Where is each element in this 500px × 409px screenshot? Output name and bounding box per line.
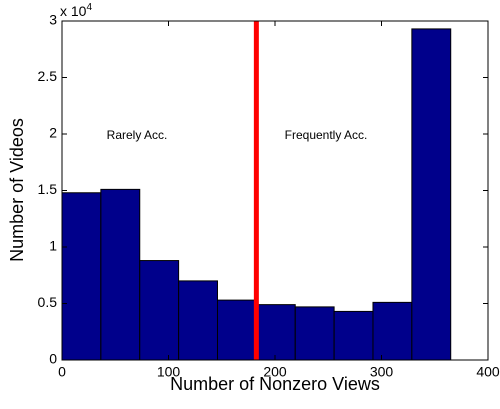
bar xyxy=(100,188,141,361)
bar xyxy=(411,28,452,361)
y-tick-label: 2.5 xyxy=(38,68,58,84)
y-tick-label: 0.5 xyxy=(38,294,58,310)
annotation: Rarely Acc. xyxy=(107,128,168,142)
y-scale-exponent: 4 xyxy=(86,2,92,13)
bar xyxy=(255,304,296,361)
y-scale-base: x 10 xyxy=(60,3,87,19)
x-tick-label: 200 xyxy=(263,364,287,380)
y-tick-label: 0 xyxy=(49,351,57,367)
bar xyxy=(333,310,374,361)
bar xyxy=(178,280,218,361)
bar xyxy=(372,301,413,361)
y-tick-label: 1.5 xyxy=(38,181,58,197)
y-tick-label: 1 xyxy=(49,238,57,254)
x-tick-label: 0 xyxy=(58,364,66,380)
x-axis-label: Number of Nonzero Views xyxy=(170,374,380,394)
y-tick-label: 2 xyxy=(49,125,57,141)
x-tick-label: 400 xyxy=(476,364,500,380)
y-scale-label: x 104 xyxy=(60,2,92,19)
x-tick-label: 300 xyxy=(370,364,394,380)
bar xyxy=(139,260,180,361)
bar xyxy=(294,306,335,361)
bar xyxy=(61,192,102,361)
y-axis-label: Number of Videos xyxy=(7,118,27,262)
y-tick-label: 3 xyxy=(49,12,57,28)
annotation: Frequently Acc. xyxy=(285,128,368,142)
bar xyxy=(216,299,257,361)
x-tick-label: 100 xyxy=(157,364,181,380)
